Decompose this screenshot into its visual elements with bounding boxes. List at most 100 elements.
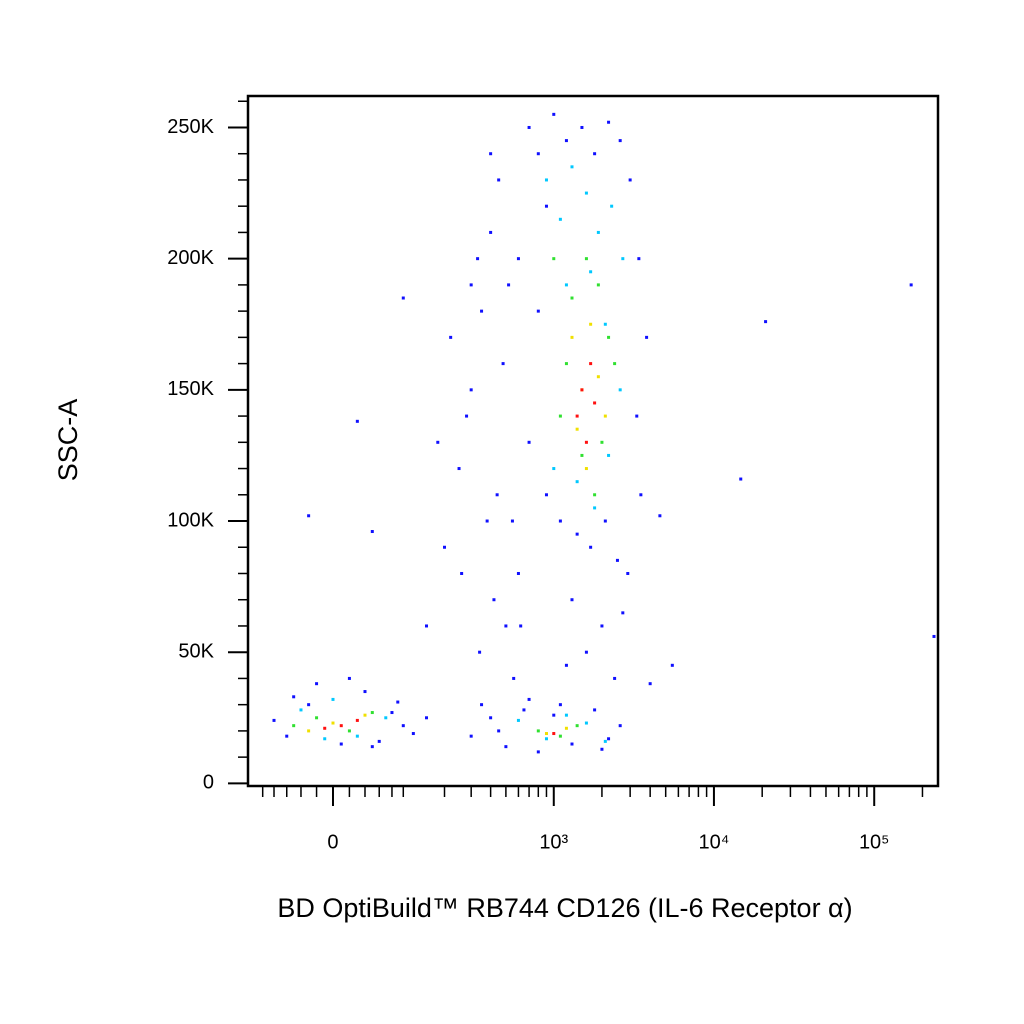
point	[570, 335, 574, 339]
point	[489, 152, 493, 156]
point	[339, 742, 343, 746]
y-tick-label: 200K	[167, 247, 214, 269]
point	[436, 440, 440, 444]
point	[584, 257, 588, 261]
point	[618, 139, 622, 143]
point	[639, 493, 643, 497]
point	[347, 676, 351, 680]
point	[315, 716, 319, 720]
point	[564, 283, 568, 287]
point	[536, 729, 540, 733]
point	[497, 729, 501, 733]
y-tick-label: 250K	[167, 116, 214, 138]
point	[558, 703, 562, 707]
point	[570, 296, 574, 300]
point	[489, 716, 493, 720]
point	[485, 519, 489, 523]
point	[658, 514, 662, 518]
point	[390, 711, 394, 715]
x-tick-label: 10⁴	[699, 831, 730, 853]
point	[593, 493, 597, 497]
y-tick-label: 0	[203, 772, 214, 794]
y-tick-label: 150K	[167, 378, 214, 400]
point	[618, 724, 622, 728]
point	[575, 480, 579, 484]
x-tick-label: 0	[327, 831, 338, 853]
point	[544, 493, 548, 497]
point	[552, 257, 556, 261]
point	[272, 718, 276, 722]
point	[909, 283, 913, 287]
point	[603, 739, 607, 743]
point	[401, 296, 405, 300]
point	[370, 530, 374, 534]
point	[607, 453, 611, 457]
point	[536, 750, 540, 754]
point	[635, 414, 639, 418]
point	[510, 519, 514, 523]
point	[637, 257, 641, 261]
point	[536, 309, 540, 313]
point	[507, 283, 511, 287]
point	[575, 532, 579, 536]
point	[370, 711, 374, 715]
point	[584, 191, 588, 195]
point	[575, 427, 579, 431]
point	[527, 440, 531, 444]
point	[516, 571, 520, 575]
point	[552, 112, 556, 116]
point	[411, 732, 415, 736]
point	[285, 734, 289, 738]
point	[504, 745, 508, 749]
point	[501, 362, 505, 366]
point	[492, 598, 496, 602]
point	[558, 734, 562, 738]
point	[469, 388, 473, 392]
point	[522, 708, 526, 712]
plot-frame	[246, 94, 940, 788]
point	[347, 729, 351, 733]
point	[626, 571, 630, 575]
point	[580, 453, 584, 457]
point	[600, 624, 604, 628]
point	[544, 178, 548, 182]
point	[339, 724, 343, 728]
point	[558, 217, 562, 221]
point	[315, 682, 319, 686]
point	[621, 611, 625, 615]
point	[504, 624, 508, 628]
point	[589, 362, 593, 366]
point	[497, 178, 501, 182]
point	[593, 708, 597, 712]
point	[425, 716, 429, 720]
point	[469, 734, 473, 738]
point	[377, 739, 381, 743]
point	[527, 697, 531, 701]
y-tick-label: 50K	[178, 640, 214, 662]
point	[589, 545, 593, 549]
point	[544, 737, 548, 741]
point	[299, 708, 303, 712]
point	[621, 257, 625, 261]
point	[323, 737, 327, 741]
point	[593, 506, 597, 510]
point	[527, 125, 531, 129]
point	[552, 713, 556, 717]
point	[648, 682, 652, 686]
point	[480, 703, 484, 707]
point	[558, 414, 562, 418]
point	[307, 729, 311, 733]
point	[465, 414, 469, 418]
point	[575, 414, 579, 418]
point	[558, 519, 562, 523]
point	[292, 724, 296, 728]
point	[589, 270, 593, 274]
point	[575, 724, 579, 728]
point	[607, 737, 611, 741]
point	[564, 726, 568, 730]
point	[739, 477, 743, 481]
point	[355, 734, 359, 738]
point	[331, 721, 335, 725]
point	[584, 440, 588, 444]
